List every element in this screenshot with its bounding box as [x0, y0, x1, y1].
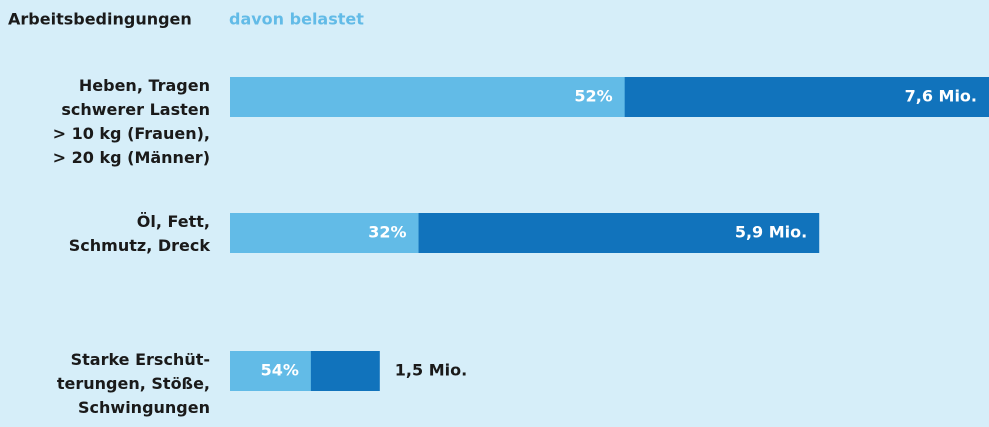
category-label: Öl, Fett, Schmutz, Dreck: [69, 212, 211, 255]
category-header: Arbeitsbedingungen: [8, 10, 192, 29]
category-label: Heben, Tragen schwerer Lasten > 10 kg (Fra…: [53, 76, 210, 167]
bar-share: [230, 213, 419, 253]
bar-share: [230, 351, 311, 391]
bar-share: [230, 77, 625, 117]
value-label: 5,9 Mio.: [735, 223, 807, 242]
value-label: 7,6 Mio.: [905, 87, 977, 106]
share-label: 32%: [368, 223, 406, 242]
category-label: Starke Erschüt-terungen, Stöße, Schwingun…: [57, 350, 210, 417]
share-label: 54%: [261, 361, 299, 380]
value-label: 1,5 Mio.: [395, 361, 467, 380]
legend-share: davon belastet: [229, 10, 364, 29]
share-label: 52%: [574, 87, 612, 106]
